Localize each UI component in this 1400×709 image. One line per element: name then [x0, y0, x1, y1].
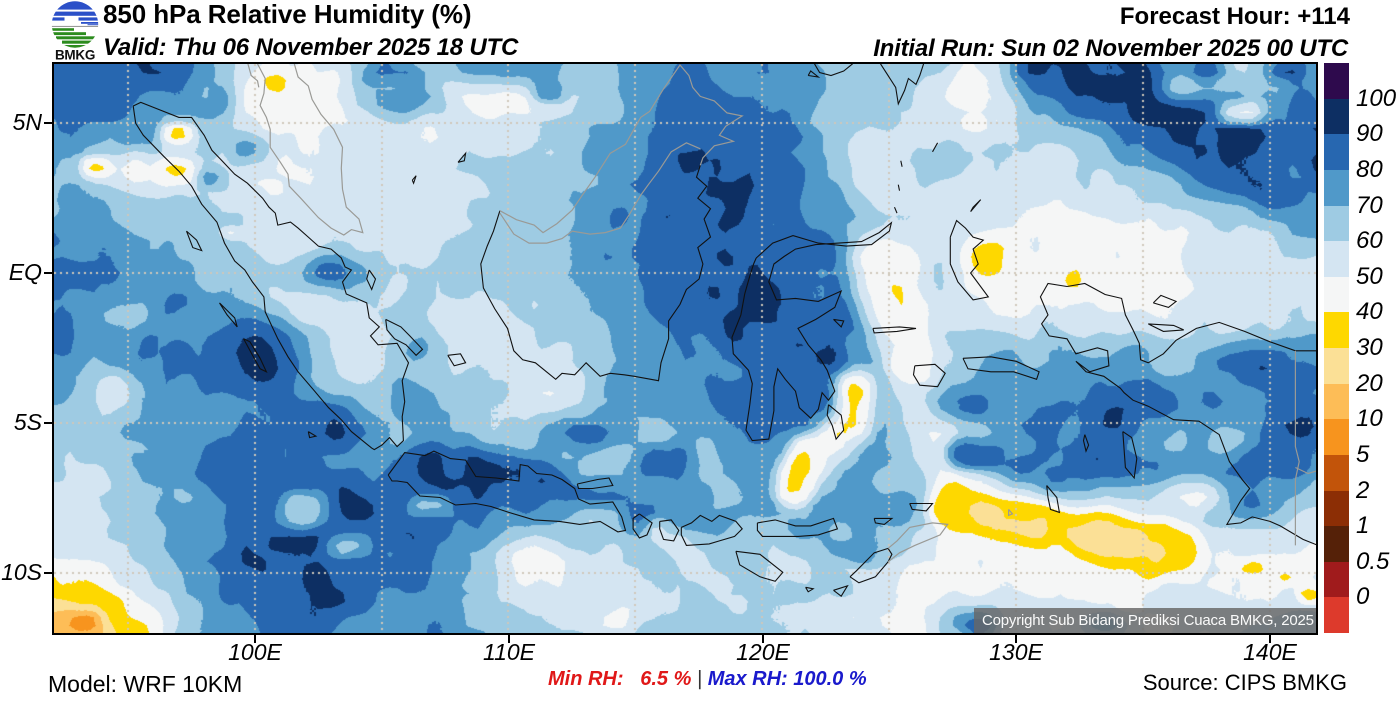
svg-text:BMKG: BMKG: [55, 48, 95, 62]
